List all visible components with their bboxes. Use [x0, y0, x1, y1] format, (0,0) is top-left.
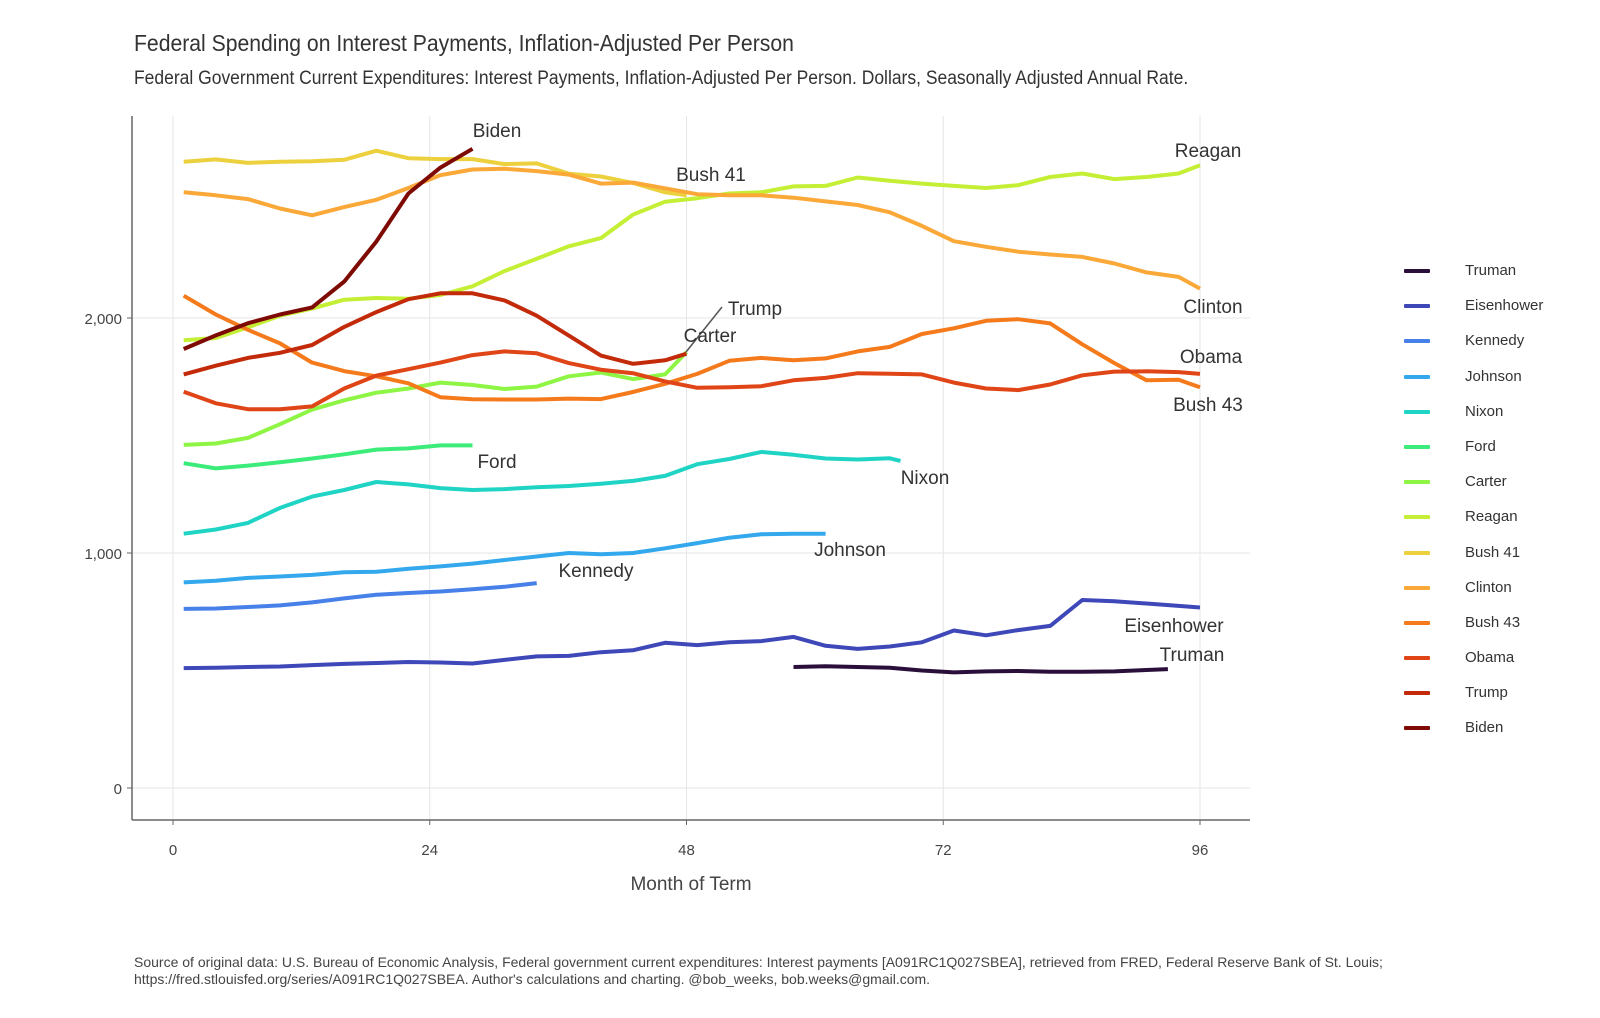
- legend-swatch: [1404, 374, 1430, 379]
- series-line-reagan: [183, 163, 1201, 343]
- series-label-bush-41: Bush 41: [676, 165, 746, 186]
- series-label-ford: Ford: [477, 452, 516, 473]
- legend-label: Bush 41: [1465, 543, 1521, 561]
- series-line-clinton: [183, 166, 1201, 291]
- legend-swatch: [1404, 339, 1430, 344]
- legend-label: Ford: [1465, 437, 1496, 455]
- series-label-reagan: Reagan: [1175, 141, 1242, 162]
- series-label-nixon: Nixon: [901, 468, 950, 489]
- legend-swatch: [1404, 304, 1430, 309]
- series-lines: [182, 147, 1201, 675]
- legend-swatch: [1404, 515, 1430, 520]
- series-label-truman: Truman: [1160, 645, 1225, 666]
- grid-lines: [132, 116, 1250, 820]
- series-label-johnson: Johnson: [814, 540, 886, 561]
- legend-swatch: [1404, 550, 1430, 555]
- trump-label-leader: [685, 306, 723, 353]
- axes: 0 24 48 72 96 0 1,000 2,000 Month of Term: [84, 116, 1250, 895]
- series-line-carter: [183, 350, 688, 447]
- legend-label: Reagan: [1465, 508, 1518, 526]
- series-line-bush-41: [183, 148, 687, 198]
- legend-swatch: [1404, 656, 1430, 661]
- y-tick-label: 0: [114, 781, 122, 798]
- series-label-obama: Obama: [1180, 347, 1243, 368]
- series-line-bush-43: [182, 293, 1201, 402]
- x-tick-label: 0: [169, 842, 177, 859]
- y-tick-label: 2,000: [84, 311, 122, 328]
- legend-label: Trump: [1465, 684, 1508, 702]
- x-tick-label: 72: [935, 842, 952, 859]
- legend-label: Johnson: [1465, 367, 1522, 385]
- legend-label: Carter: [1465, 473, 1507, 491]
- series-label-carter: Carter: [684, 326, 737, 347]
- series-label-biden: Biden: [473, 121, 522, 142]
- x-axis-title: Month of Term: [630, 874, 751, 895]
- chart-subtitle: Federal Government Current Expenditures:…: [134, 68, 1189, 89]
- y-tick-label: 1,000: [84, 546, 122, 563]
- x-tick-label: 24: [421, 842, 438, 859]
- x-tick-label: 96: [1192, 842, 1209, 859]
- series-line-trump: [183, 291, 688, 377]
- series-label-trump: Trump: [728, 299, 782, 320]
- legend-swatch: [1404, 444, 1430, 449]
- series-line-eisenhower: [183, 598, 1201, 671]
- legend-label: Truman: [1465, 262, 1517, 279]
- series-label-kennedy: Kennedy: [558, 561, 634, 582]
- series-label-bush-43: Bush 43: [1173, 395, 1243, 416]
- chart-title: Federal Spending on Interest Payments, I…: [134, 30, 794, 56]
- series-line-biden: [182, 147, 474, 351]
- series-line-truman: [793, 664, 1168, 675]
- legend-swatch: [1404, 585, 1430, 590]
- series-line-kennedy: [183, 581, 537, 611]
- series-line-obama: [183, 349, 1201, 412]
- series-line-johnson: [183, 531, 826, 585]
- legend-label: Obama: [1465, 649, 1515, 667]
- legend-label: Clinton: [1465, 578, 1512, 596]
- legend-label: Biden: [1465, 719, 1504, 737]
- series-line-ford: [183, 443, 473, 471]
- x-tick-label: 48: [678, 842, 695, 859]
- legend-swatch: [1404, 480, 1430, 485]
- series-label-clinton: Clinton: [1183, 297, 1242, 318]
- legend-swatch: [1404, 269, 1430, 273]
- legend-swatch: [1404, 691, 1430, 696]
- legend-swatch: [1404, 409, 1430, 414]
- legend-label: Bush 43: [1465, 613, 1521, 631]
- legend-swatch: [1404, 620, 1430, 625]
- series-line-nixon: [183, 449, 901, 536]
- legend-swatch: [1404, 726, 1430, 731]
- legend-label: Kennedy: [1465, 332, 1525, 350]
- legend-label: Nixon: [1465, 402, 1504, 420]
- series-label-eisenhower: Eisenhower: [1124, 616, 1224, 637]
- series-labels: Truman Eisenhower Kennedy Johnson Nixon Ford C…: [473, 121, 1243, 666]
- legend-label: Eisenhower: [1465, 297, 1544, 315]
- source-caption: Source of original data: U.S. Bureau of …: [134, 954, 1383, 987]
